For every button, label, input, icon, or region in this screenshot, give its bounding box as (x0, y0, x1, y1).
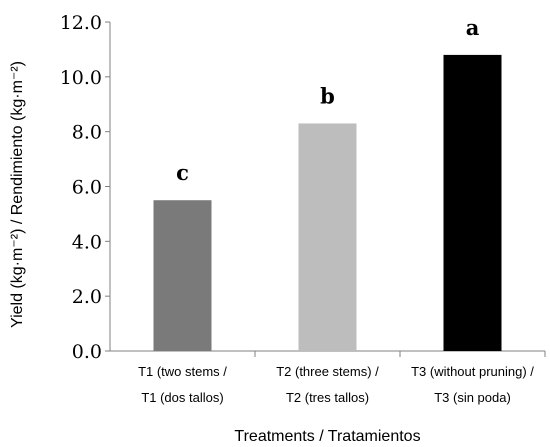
x-tick-label: T2 (three stems) / (276, 364, 379, 379)
bars: c b a (153, 15, 502, 352)
x-tick-label: T3 (without pruning) / (411, 364, 534, 379)
significance-letter: b (320, 83, 335, 108)
bar (298, 123, 357, 351)
x-tick-label: T1 (dos tallos) (141, 390, 223, 405)
y-tick-label: 6.0 (72, 177, 102, 199)
y-tick-label: 0.0 (72, 341, 102, 363)
y-axis-title: Yield (kg·m⁻²) / Rendimiento (kg·m⁻²) (9, 61, 26, 328)
x-tick-label: T1 (two stems / (138, 364, 227, 379)
significance-letter: c (176, 160, 189, 185)
x-tick-label: T3 (sin poda) (434, 390, 511, 405)
y-tick-label: 8.0 (72, 122, 102, 144)
x-ticks: T1 (two stems / T1 (dos tallos) T2 (three … (138, 351, 546, 405)
x-tick-label: T2 (tres tallos) (286, 390, 369, 405)
x-axis-title: Treatments / Tratamientos (234, 428, 420, 445)
y-tick-label: 12.0 (60, 12, 102, 34)
y-tick-label: 4.0 (72, 231, 102, 253)
y-ticks: 0.0 2.0 4.0 6.0 8.0 10.0 12.0 (60, 12, 110, 363)
y-tick-label: 2.0 (72, 286, 102, 308)
bar (443, 54, 502, 352)
bar (153, 200, 212, 351)
significance-letter: a (466, 15, 480, 40)
y-tick-label: 10.0 (60, 67, 102, 89)
